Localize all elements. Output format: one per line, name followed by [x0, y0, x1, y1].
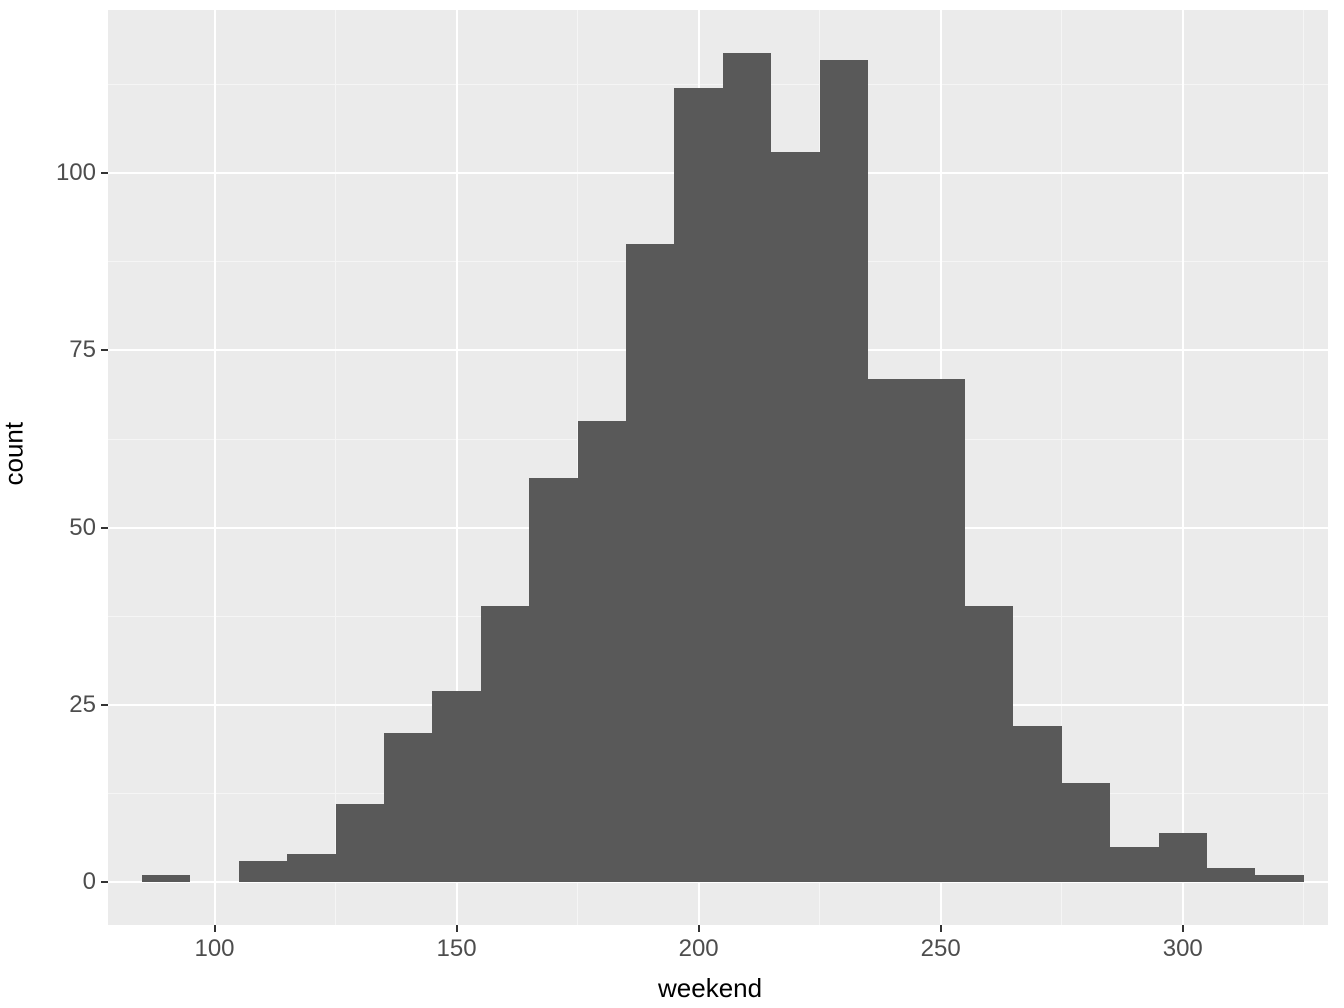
y-tick-mark [101, 704, 108, 706]
x-tick-label: 200 [679, 935, 719, 963]
histogram-bar [432, 691, 480, 883]
histogram-bar [820, 60, 868, 883]
histogram-bar [1013, 726, 1061, 882]
y-tick-mark [101, 881, 108, 883]
grid-minor-v [335, 10, 336, 925]
figure: count weekend 100 150 200 250 300 0 25 50 75 100 [0, 0, 1344, 1008]
histogram-bar [578, 421, 626, 882]
histogram-bar [771, 152, 819, 883]
grid-minor-h [108, 84, 1328, 85]
y-tick-label: 0 [83, 868, 96, 896]
histogram-bar [965, 606, 1013, 883]
histogram-bar [1207, 868, 1255, 882]
grid-minor-v [1303, 10, 1304, 925]
histogram-bar [384, 733, 432, 882]
y-tick-mark [101, 172, 108, 174]
y-tick-label: 100 [56, 159, 96, 187]
histogram-bar [336, 804, 384, 882]
histogram-bar [674, 88, 722, 882]
histogram-bar [142, 875, 190, 882]
x-tick-label: 300 [1163, 935, 1203, 963]
x-axis-label: weekend [658, 973, 762, 1004]
x-tick-label: 150 [437, 935, 477, 963]
histogram-bar [723, 53, 771, 883]
y-tick-mark [101, 349, 108, 351]
histogram-bar [868, 379, 916, 883]
plot-panel [108, 10, 1328, 925]
histogram-bar [1159, 833, 1207, 883]
y-tick-label: 50 [69, 514, 96, 542]
y-tick-label: 75 [69, 336, 96, 364]
histogram-bar [1062, 783, 1110, 882]
x-tick-mark [940, 925, 942, 932]
y-axis-label: count [0, 466, 30, 486]
grid-major-v [1182, 10, 1184, 925]
histogram-bar [626, 244, 674, 882]
histogram-bar [916, 379, 964, 883]
x-tick-mark [214, 925, 216, 932]
x-tick-mark [698, 925, 700, 932]
histogram-bar [1110, 847, 1158, 882]
y-tick-label: 25 [69, 691, 96, 719]
histogram-bar [1255, 875, 1303, 882]
x-tick-mark [456, 925, 458, 932]
x-tick-mark [1182, 925, 1184, 932]
x-tick-label: 250 [921, 935, 961, 963]
histogram-bar [529, 478, 577, 882]
histogram-bar [287, 854, 335, 882]
grid-major-v [214, 10, 216, 925]
histogram-bar [481, 606, 529, 883]
x-tick-label: 100 [194, 935, 234, 963]
histogram-bar [239, 861, 287, 882]
y-tick-mark [101, 527, 108, 529]
